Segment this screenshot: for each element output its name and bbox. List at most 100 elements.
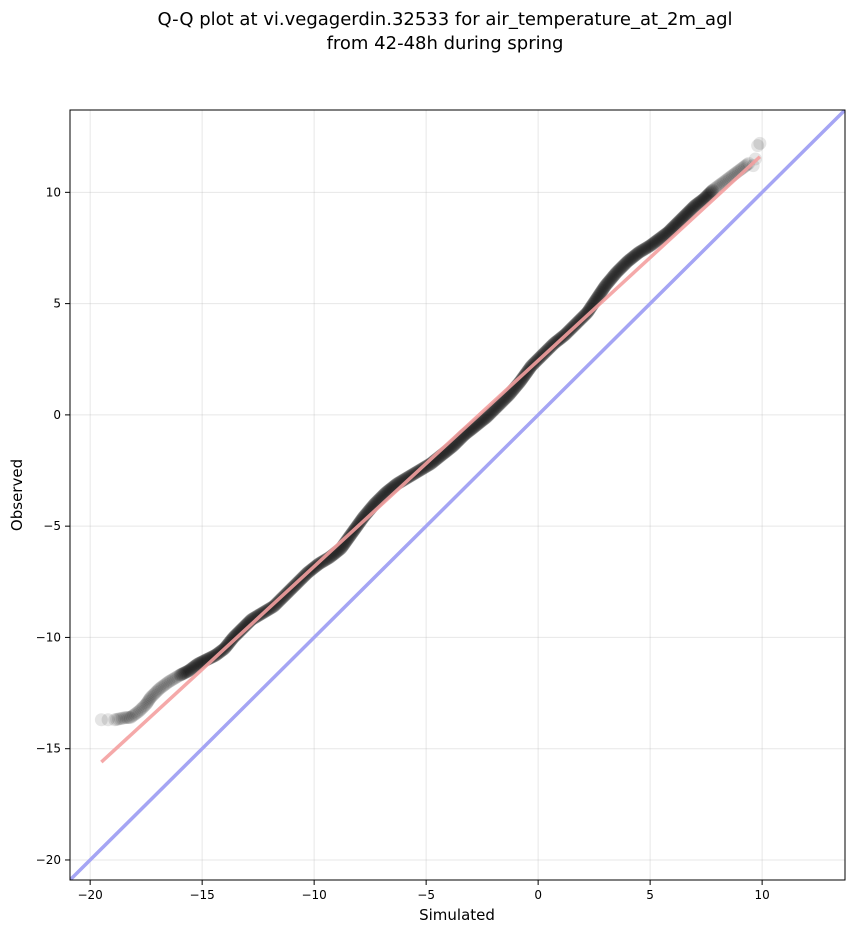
quantile-point <box>601 276 615 290</box>
quantile-point <box>206 650 220 664</box>
quantile-point <box>157 678 171 692</box>
quantile-point <box>599 278 613 292</box>
quantile-point <box>101 713 115 727</box>
quantile-point <box>651 233 665 247</box>
quantile-point <box>633 245 647 259</box>
quantile-point <box>653 232 667 246</box>
quantile-point <box>267 599 281 613</box>
quantile-point <box>479 411 493 425</box>
quantile-point <box>691 196 705 210</box>
quantile-point <box>641 240 655 254</box>
quantile-point <box>701 188 715 202</box>
quantile-point <box>619 256 633 270</box>
quantile-point <box>660 226 674 240</box>
quantile-point <box>94 713 108 727</box>
quantile-point <box>421 459 435 473</box>
quantile-point <box>671 215 685 229</box>
quantile-point <box>595 283 609 297</box>
quantile-point <box>475 414 489 428</box>
quantile-point <box>673 213 687 227</box>
quantile-point <box>705 184 719 198</box>
quantile-point <box>113 712 127 726</box>
quantile-point <box>698 191 712 205</box>
quantile-point <box>627 249 641 263</box>
quantile-point <box>592 288 606 302</box>
quantile-point <box>579 307 593 321</box>
quantile-point <box>187 660 201 674</box>
y-tick-label: −5 <box>43 519 61 533</box>
quantile-point <box>233 624 247 638</box>
quantile-point <box>676 211 690 225</box>
quantile-point <box>699 190 713 204</box>
quantile-point <box>701 188 715 202</box>
quantile-point <box>595 284 609 298</box>
quantile-point <box>182 663 196 677</box>
quantile-point <box>710 180 724 194</box>
quantile-point <box>147 687 161 701</box>
quantile-point <box>663 224 677 238</box>
quantile-point <box>693 195 707 209</box>
y-tick-label: 5 <box>53 297 61 311</box>
quantile-point <box>420 459 434 473</box>
quantile-point <box>684 203 698 217</box>
quantile-point <box>317 554 331 568</box>
x-tick-label: 0 <box>534 888 542 902</box>
quantile-point <box>400 471 414 485</box>
identity-line <box>70 110 845 880</box>
quantile-point <box>228 629 242 643</box>
quantile-point <box>650 234 664 248</box>
quantile-point <box>188 659 202 673</box>
y-axis-label: Observed <box>8 459 26 531</box>
quantile-point <box>591 290 605 304</box>
quantile-point <box>689 198 703 212</box>
quantile-point <box>180 664 194 678</box>
quantile-point <box>120 711 134 725</box>
quantile-point <box>128 707 142 721</box>
quantile-point <box>247 611 261 625</box>
quantile-point <box>746 159 760 173</box>
quantile-point <box>598 279 612 293</box>
quantile-point <box>181 664 195 678</box>
quantile-point <box>234 623 248 637</box>
y-tick-label: −10 <box>36 630 61 644</box>
quantile-point <box>156 679 170 693</box>
quantile-point <box>135 701 149 715</box>
quantile-point <box>341 532 355 546</box>
quantile-point <box>516 371 530 385</box>
quantile-point <box>607 268 621 282</box>
quantile-point <box>623 252 637 266</box>
quantile-point <box>192 656 206 670</box>
quantile-point <box>226 632 240 646</box>
quantile-point <box>480 410 494 424</box>
quantile-point <box>612 263 626 277</box>
quantile-point <box>166 672 180 686</box>
quantile-point <box>168 671 182 685</box>
quantile-point <box>249 610 263 624</box>
quantile-point <box>129 706 143 720</box>
quantile-point <box>600 276 614 290</box>
quantile-point <box>700 189 714 203</box>
quantile-point <box>655 230 669 244</box>
quantile-point <box>704 185 718 199</box>
quantile-point <box>615 260 629 274</box>
quantile-point <box>652 232 666 246</box>
quantile-point <box>179 665 193 679</box>
quantile-point <box>144 691 158 705</box>
quantile-point <box>644 238 658 252</box>
quantile-point <box>668 219 682 233</box>
quantile-point <box>145 689 159 703</box>
quantile-point <box>160 676 174 690</box>
quantile-point <box>626 250 640 264</box>
quantile-point <box>616 259 630 273</box>
quantile-point <box>674 213 688 227</box>
quantile-point <box>267 599 281 613</box>
quantile-point <box>681 206 695 220</box>
quantile-point <box>597 280 611 294</box>
quantile-point <box>637 243 651 257</box>
quantile-point <box>642 239 656 253</box>
quantile-point <box>620 255 634 269</box>
quantile-point <box>663 223 677 237</box>
quantile-point <box>695 193 709 207</box>
quantile-point <box>702 187 716 201</box>
quantile-point <box>628 248 642 262</box>
